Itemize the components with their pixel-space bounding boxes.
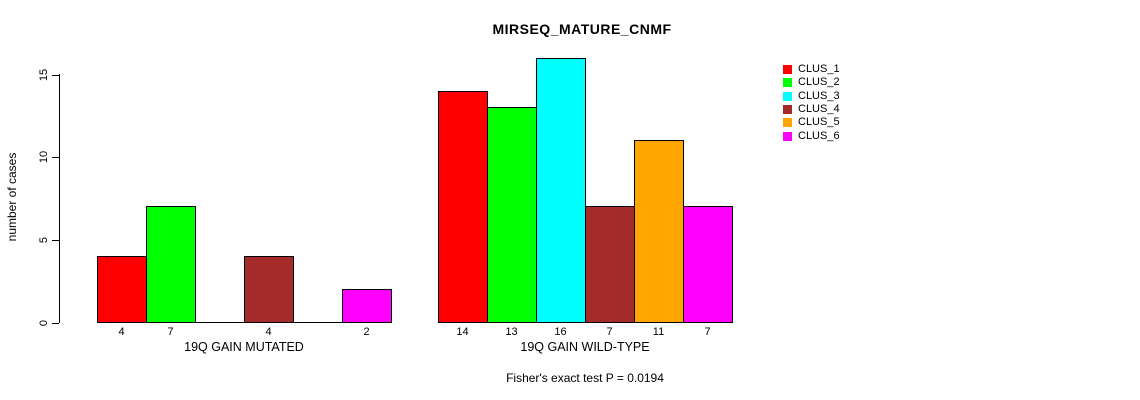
bar-value-label: 14 — [456, 326, 469, 338]
bar-clus_2 — [487, 107, 537, 323]
bar-clus_6 — [342, 289, 392, 323]
legend-swatch-icon — [783, 65, 792, 75]
legend-label: CLUS_6 — [798, 129, 840, 142]
legend-label: CLUS_5 — [798, 116, 840, 129]
legend-item: CLUS_6 — [783, 129, 840, 142]
legend-swatch-icon — [783, 91, 792, 101]
y-tick — [52, 75, 59, 76]
legend-swatch-icon — [783, 118, 792, 128]
y-axis-title: number of cases — [5, 152, 19, 242]
legend-item: CLUS_5 — [783, 116, 840, 129]
legend-swatch-icon — [783, 131, 792, 141]
bar-value-label: 16 — [554, 326, 567, 338]
bar-value-label: 4 — [265, 326, 272, 338]
bar-clus_4 — [585, 206, 635, 323]
y-tick — [52, 157, 59, 158]
y-tick-label: 15 — [38, 68, 50, 82]
y-tick — [52, 240, 59, 241]
bar-value-label: 4 — [118, 326, 125, 338]
legend: CLUS_1 CLUS_2 CLUS_3 CLUS_4 CLUS_5 CLUS_6 — [783, 63, 840, 143]
legend-swatch-icon — [783, 78, 792, 88]
legend-label: CLUS_2 — [798, 76, 840, 89]
y-tick — [52, 323, 59, 324]
bar-value-label: 7 — [704, 326, 711, 338]
legend-item: CLUS_1 — [783, 63, 840, 76]
group-axis-label: 19Q GAIN MUTATED — [184, 340, 304, 354]
footnote: Fisher's exact test P = 0.0194 — [506, 371, 664, 385]
bar-clus_6 — [683, 206, 733, 323]
legend-item: CLUS_4 — [783, 103, 840, 116]
legend-item: CLUS_2 — [783, 76, 840, 89]
bar-value-label: 13 — [505, 326, 518, 338]
legend-label: CLUS_3 — [798, 89, 840, 102]
legend-swatch-icon — [783, 105, 792, 115]
y-axis-line — [59, 74, 60, 323]
legend-item: CLUS_3 — [783, 90, 840, 103]
y-tick-label: 5 — [38, 236, 50, 244]
y-tick-label: 10 — [38, 150, 50, 164]
bar-value-label: 2 — [363, 326, 370, 338]
bar-clus_5 — [634, 140, 684, 323]
chart-title: MIRSEQ_MATURE_CNMF — [492, 21, 672, 37]
group-axis-label: 19Q GAIN WILD-TYPE — [520, 340, 650, 354]
bar-value-label: 7 — [606, 326, 613, 338]
bar-value-label: 7 — [167, 326, 174, 338]
bar-clus_2 — [146, 206, 196, 323]
bar-value-label: 11 — [652, 326, 665, 338]
bar-clus_1 — [97, 256, 147, 323]
legend-label: CLUS_1 — [798, 63, 840, 76]
bar-clus_4 — [244, 256, 294, 323]
bar-clus_3 — [536, 58, 586, 323]
y-tick-label: 0 — [38, 319, 50, 327]
bar-clus_1 — [438, 91, 488, 323]
legend-label: CLUS_4 — [798, 103, 840, 116]
